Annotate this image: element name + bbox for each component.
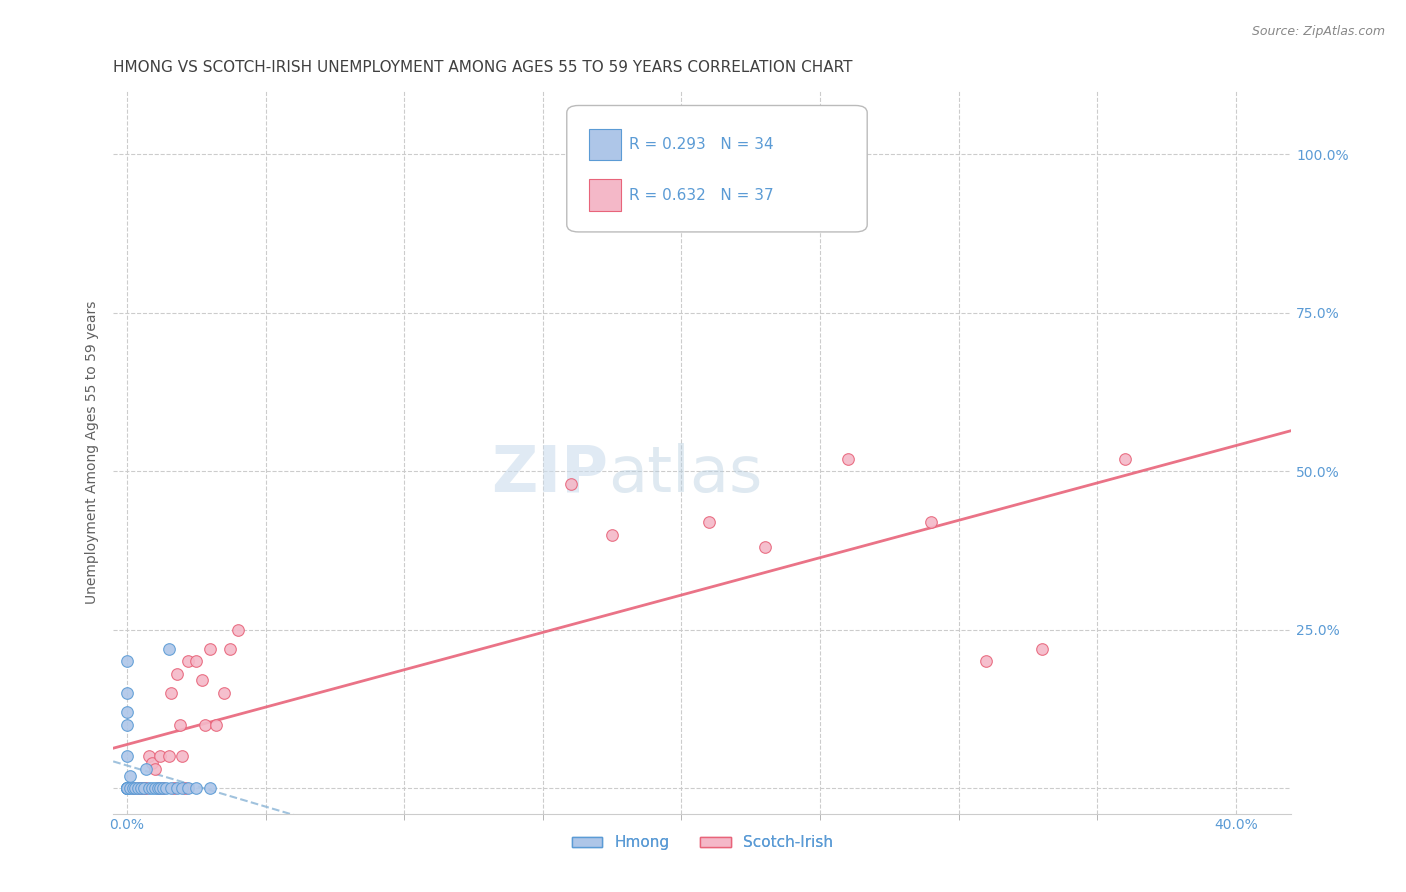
FancyBboxPatch shape <box>567 105 868 232</box>
Point <box>115 781 138 796</box>
Text: ZIP: ZIP <box>491 443 607 505</box>
Point <box>115 655 138 669</box>
Point <box>121 781 143 796</box>
Point <box>143 781 166 796</box>
Point <box>837 451 859 466</box>
Point <box>124 781 146 796</box>
Point <box>115 686 138 700</box>
Text: Source: ZipAtlas.com: Source: ZipAtlas.com <box>1251 25 1385 38</box>
Point <box>115 781 138 796</box>
Point <box>212 686 235 700</box>
Point <box>121 781 143 796</box>
Point <box>118 781 141 796</box>
Point <box>920 515 942 529</box>
Point <box>160 781 183 796</box>
Point <box>129 781 152 796</box>
Point <box>177 781 200 796</box>
Point <box>172 749 194 764</box>
Text: HMONG VS SCOTCH-IRISH UNEMPLOYMENT AMONG AGES 55 TO 59 YEARS CORRELATION CHART: HMONG VS SCOTCH-IRISH UNEMPLOYMENT AMONG… <box>114 60 852 75</box>
Point <box>152 781 174 796</box>
Point <box>172 781 194 796</box>
Point <box>115 781 138 796</box>
Point <box>200 781 222 796</box>
Point <box>141 756 163 770</box>
Point <box>174 781 197 796</box>
Point <box>204 718 226 732</box>
Point <box>132 781 155 796</box>
Point <box>115 781 138 796</box>
Point <box>169 718 191 732</box>
Point <box>115 781 138 796</box>
Point <box>138 749 160 764</box>
Point <box>157 641 180 656</box>
Point <box>146 781 169 796</box>
Point <box>149 781 172 796</box>
Point <box>115 705 138 719</box>
Point <box>132 781 155 796</box>
Point <box>115 718 138 732</box>
Text: atlas: atlas <box>607 443 762 505</box>
Point <box>194 718 217 732</box>
Point <box>118 768 141 782</box>
Point <box>115 781 138 796</box>
Point <box>115 781 138 796</box>
Point <box>155 781 177 796</box>
Point <box>138 781 160 796</box>
Legend: Hmong, Scotch-Irish: Hmong, Scotch-Irish <box>565 830 839 856</box>
Point <box>166 781 188 796</box>
Y-axis label: Unemployment Among Ages 55 to 59 years: Unemployment Among Ages 55 to 59 years <box>86 301 100 604</box>
Point <box>1114 451 1136 466</box>
Point <box>115 749 138 764</box>
Point <box>697 515 720 529</box>
Point <box>127 781 149 796</box>
FancyBboxPatch shape <box>589 179 621 211</box>
Point <box>143 762 166 776</box>
Point <box>135 762 157 776</box>
Point <box>115 781 138 796</box>
Point <box>160 686 183 700</box>
Text: R = 0.632   N = 37: R = 0.632 N = 37 <box>630 187 773 202</box>
Point <box>163 781 186 796</box>
Point <box>149 749 172 764</box>
FancyBboxPatch shape <box>589 128 621 161</box>
Point <box>976 655 998 669</box>
Point <box>186 655 208 669</box>
Point <box>186 781 208 796</box>
Text: R = 0.293   N = 34: R = 0.293 N = 34 <box>630 137 773 152</box>
Point <box>129 781 152 796</box>
Point <box>754 541 776 555</box>
Point <box>191 673 214 688</box>
Point <box>218 641 240 656</box>
Point <box>141 781 163 796</box>
Point <box>226 623 249 637</box>
Point <box>600 527 623 541</box>
Point <box>146 781 169 796</box>
Point <box>200 641 222 656</box>
Point <box>152 781 174 796</box>
Point <box>560 477 582 491</box>
Point <box>166 667 188 681</box>
Point <box>177 655 200 669</box>
Point <box>157 749 180 764</box>
Point <box>127 781 149 796</box>
Point <box>1031 641 1053 656</box>
Point <box>135 781 157 796</box>
